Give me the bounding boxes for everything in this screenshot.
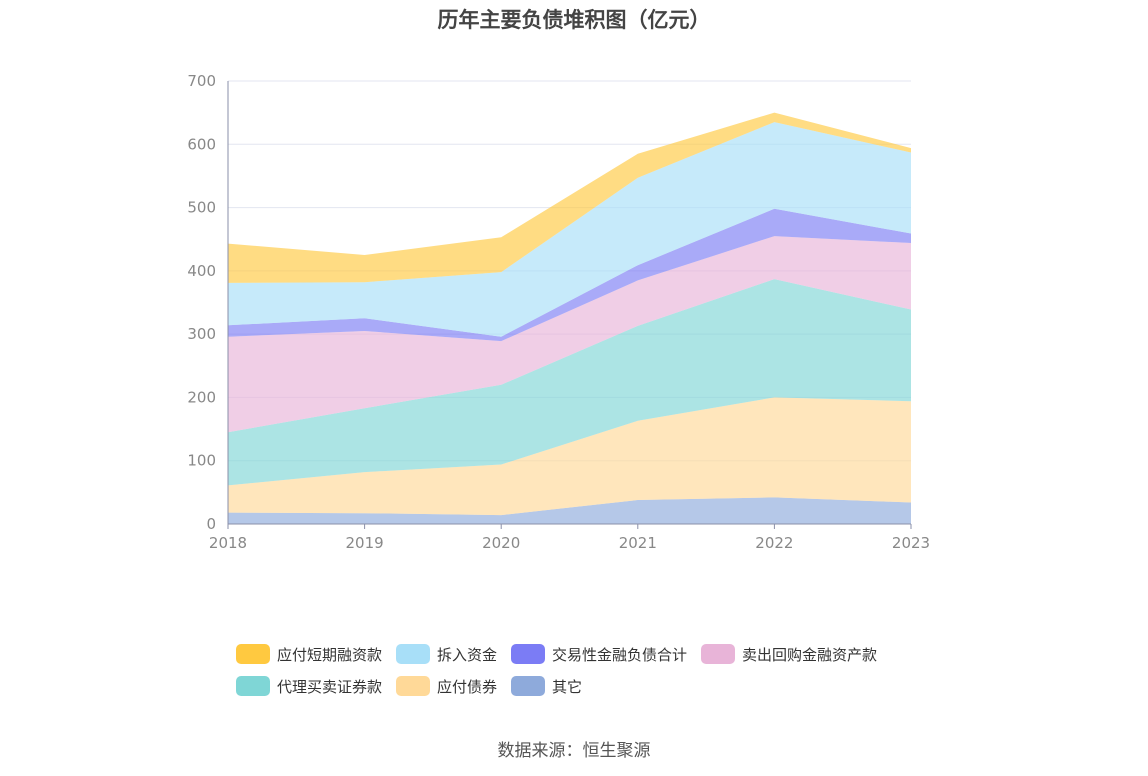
legend-swatch xyxy=(511,644,546,664)
stacked-area-chart: 0 100 200 300 400 500 600 700 2018 2019 2020 2021 20… xyxy=(187,72,930,552)
area-series xyxy=(228,279,911,486)
y-tick-label: 600 xyxy=(187,135,216,153)
legend-label: 其它 xyxy=(552,677,583,696)
legend: 应付短期融资款 拆入资金 交易性金融负债合计 卖出回购金融资产款 代理买卖证券款… xyxy=(236,638,936,702)
legend-label: 卖出回购金融资产款 xyxy=(742,645,878,664)
legend-row-1: 应付短期融资款 拆入资金 交易性金融负债合计 卖出回购金融资产款 xyxy=(236,638,936,670)
x-tick-label: 2022 xyxy=(755,534,793,552)
legend-item-repurchase[interactable]: 卖出回购金融资产款 xyxy=(701,644,877,665)
x-tick-label: 2019 xyxy=(346,534,384,552)
y-tick-label: 200 xyxy=(187,388,216,406)
legend-swatch xyxy=(236,644,270,664)
legend-item-bonds-payable[interactable]: 应付债券 xyxy=(396,676,497,697)
x-tick-label: 2023 xyxy=(892,534,930,552)
x-tick-label: 2020 xyxy=(482,534,520,552)
x-tick-label: 2018 xyxy=(209,534,247,552)
data-source: 数据来源：恒生聚源 xyxy=(497,741,651,761)
y-tick-label: 500 xyxy=(187,199,216,217)
legend-label: 拆入资金 xyxy=(437,645,498,664)
y-tick-label: 300 xyxy=(187,325,216,343)
legend-swatch xyxy=(511,676,546,696)
legend-swatch xyxy=(236,676,270,696)
area-series xyxy=(228,208,911,342)
y-tick-label: 700 xyxy=(187,72,216,90)
y-tick-label: 400 xyxy=(187,262,216,280)
legend-swatch xyxy=(396,644,431,664)
legend-label: 应付短期融资款 xyxy=(277,645,383,664)
legend-item-brokerage-deposits[interactable]: 代理买卖证券款 xyxy=(236,676,382,697)
legend-swatch xyxy=(701,644,736,664)
chart-title: 历年主要负债堆积图（亿元） xyxy=(437,8,711,32)
area-series xyxy=(228,397,911,516)
y-tick-label: 0 xyxy=(206,515,216,533)
legend-swatch xyxy=(396,676,431,696)
legend-row-2: 代理买卖证券款 应付债券 其它 xyxy=(236,670,936,702)
legend-item-trading-liabilities[interactable]: 交易性金融负债合计 xyxy=(511,644,687,665)
legend-item-other[interactable]: 其它 xyxy=(511,676,582,697)
area-series xyxy=(228,112,911,283)
y-tick-label: 100 xyxy=(187,452,216,470)
legend-item-borrowed-funds[interactable]: 拆入资金 xyxy=(396,644,497,665)
area-series xyxy=(228,236,911,433)
x-tick-label: 2021 xyxy=(619,534,657,552)
legend-label: 应付债券 xyxy=(437,677,498,696)
legend-label: 交易性金融负债合计 xyxy=(552,645,688,664)
area-series xyxy=(228,497,911,524)
legend-label: 代理买卖证券款 xyxy=(277,677,383,696)
area-series xyxy=(228,122,911,337)
legend-item-short-term-financing[interactable]: 应付短期融资款 xyxy=(236,644,382,665)
